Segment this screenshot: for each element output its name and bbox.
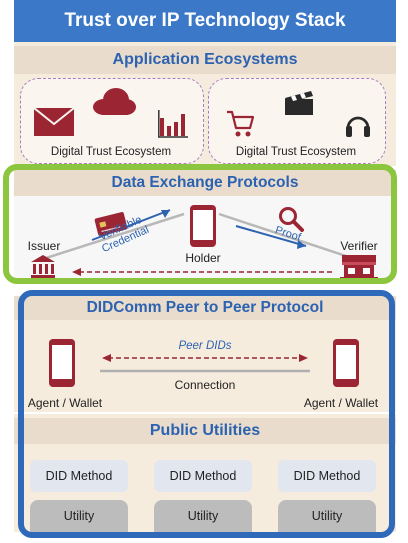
utility-1: Utility <box>30 500 128 532</box>
did-method-3: DID Method <box>278 460 376 492</box>
issuer-holder-line <box>45 212 185 260</box>
ecosystem-label-right: Digital Trust Ecosystem <box>235 146 357 158</box>
didcomm-heading: DIDComm Peer to Peer Protocol <box>14 296 396 320</box>
connection-label: Connection <box>174 378 236 392</box>
left-agent-wallet-label: Agent / Wallet <box>27 396 103 410</box>
bar-chart-icon <box>158 110 188 138</box>
page-title: Trust over IP Technology Stack <box>14 0 396 42</box>
holder-label: Holder <box>185 251 221 265</box>
peer-dids-label: Peer DIDs <box>178 340 232 352</box>
utility-3: Utility <box>278 500 376 532</box>
clapperboard-icon <box>285 91 313 115</box>
credit-card-icon <box>94 212 128 236</box>
magnifier-icon <box>279 207 304 232</box>
credential-arrow <box>91 209 171 241</box>
left-phone-icon <box>49 339 75 387</box>
data-exchange-highlight-frame <box>3 164 397 284</box>
credential-flow-diagram <box>45 209 353 276</box>
shopping-cart-icon <box>227 110 254 137</box>
proof-arrow <box>235 225 307 247</box>
ecosystem-label-left: Digital Trust Ecosystem <box>50 146 172 158</box>
utility-2: Utility <box>154 500 252 532</box>
envelope-icon <box>34 108 74 136</box>
issuer-label: Issuer <box>27 239 61 253</box>
phone-icon <box>190 205 216 247</box>
did-method-1: DID Method <box>30 460 128 492</box>
headphones-icon <box>346 116 370 137</box>
connection-lines <box>100 354 310 373</box>
did-method-2: DID Method <box>154 460 252 492</box>
data-exchange-heading: Data Exchange Protocols <box>14 170 396 196</box>
application-ecosystems-heading: Application Ecosystems <box>14 46 396 74</box>
holder-verifier-line <box>218 212 353 260</box>
bank-icon <box>31 255 55 278</box>
public-utilities-heading: Public Utilities <box>14 418 396 444</box>
cloud-icon <box>93 88 136 115</box>
right-agent-wallet-label: Agent / Wallet <box>303 396 379 410</box>
right-phone-icon <box>333 339 359 387</box>
didcomm-utilities-highlight-frame <box>18 290 395 538</box>
ecosystem-box-right <box>208 78 386 164</box>
verifier-label: Verifier <box>340 239 378 253</box>
